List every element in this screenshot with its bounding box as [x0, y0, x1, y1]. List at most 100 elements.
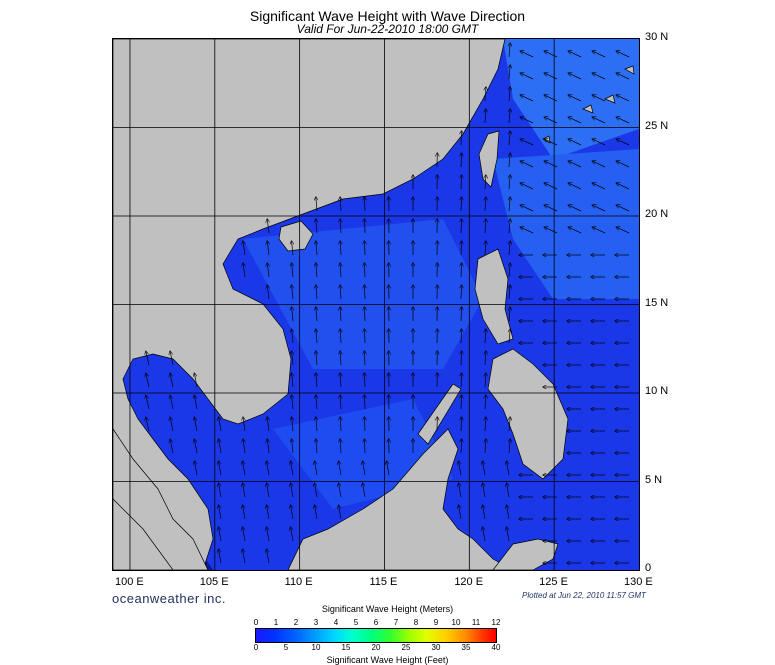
wave-direction-arrow: [483, 505, 486, 520]
wave-direction-arrow: [507, 483, 510, 498]
colorbar-tick-meters: 1: [273, 618, 279, 627]
wave-direction-arrow: [292, 329, 293, 344]
wave-direction-arrow: [568, 117, 582, 124]
wave-direction-arrow: [461, 417, 462, 432]
wave-direction-arrow: [364, 241, 365, 256]
colorbar-tick-feet: 0: [253, 643, 259, 652]
wave-direction-arrow: [291, 505, 294, 520]
wave-direction-arrow: [340, 329, 341, 344]
wave-direction-arrow: [461, 439, 462, 454]
wave-direction-arrow: [509, 417, 510, 432]
wave-direction-arrow: [568, 51, 582, 58]
wave-direction-arrow: [291, 483, 294, 498]
hainan-island: [278, 220, 314, 252]
wave-direction-arrow: [592, 161, 606, 168]
wave-direction-arrow: [364, 219, 365, 234]
wave-direction-arrow: [616, 139, 630, 146]
colorbar-tick-feet: 20: [371, 643, 381, 652]
wave-direction-arrow: [170, 417, 174, 432]
wave-direction-arrow: [291, 527, 294, 542]
wave-direction-arrow: [364, 263, 365, 278]
wave-direction-arrow: [219, 483, 222, 498]
wave-direction-arrow: [146, 373, 150, 388]
wave-direction-arrow: [509, 263, 510, 278]
wave-direction-arrow: [616, 205, 630, 212]
latitude-label: 15 N: [645, 296, 669, 309]
wave-direction-arrow: [267, 527, 270, 542]
wave-direction-arrow: [243, 483, 246, 498]
wave-direction-arrow: [267, 417, 269, 432]
wave-direction-arrow: [509, 87, 510, 102]
wave-direction-arrow: [568, 73, 582, 80]
latitude-label: 10 N: [645, 385, 669, 397]
sea-light-zone-ne: [503, 39, 639, 159]
wave-direction-arrow: [616, 183, 630, 190]
wave-direction-arrow: [316, 263, 317, 278]
wave-direction-arrow: [170, 373, 174, 388]
latitude-label: 20 N: [645, 208, 669, 220]
wave-direction-arrows: [146, 43, 630, 564]
wave-direction-arrow: [316, 351, 317, 366]
wave-direction-arrow: [544, 51, 558, 58]
colorbar-tick-meters: 12: [491, 618, 501, 627]
wave-direction-arrow: [339, 461, 342, 476]
wave-direction-arrow: [364, 351, 365, 366]
wave-direction-arrow: [170, 395, 174, 410]
wave-direction-arrow: [243, 241, 245, 256]
wave-direction-arrow: [194, 417, 198, 432]
colorbar-tick-feet: 5: [283, 643, 289, 652]
wave-direction-arrow: [544, 95, 558, 102]
wave-direction-arrow: [340, 241, 341, 256]
wave-direction-arrow: [568, 161, 582, 168]
wave-direction-arrow: [616, 73, 630, 80]
malay-peninsula: [113, 428, 209, 570]
wave-direction-arrow: [340, 439, 341, 454]
colorbar-tick-meters: 5: [353, 618, 359, 627]
wave-direction-arrow: [292, 417, 293, 432]
wave-direction-arrow: [292, 241, 293, 256]
wave-direction-arrow: [170, 351, 174, 366]
wave-direction-arrow: [340, 417, 341, 432]
wave-direction-arrow: [520, 139, 534, 146]
wave-direction-arrow: [219, 417, 222, 432]
wave-direction-arrow: [243, 505, 246, 520]
wave-direction-arrow: [592, 73, 606, 80]
wave-direction-arrow: [339, 483, 342, 498]
wave-direction-arrow: [340, 285, 341, 300]
wave-direction-arrow: [485, 329, 486, 344]
wave-direction-arrow: [520, 95, 534, 102]
wave-direction-arrow: [485, 373, 486, 388]
wave-direction-arrow: [461, 395, 462, 410]
wave-direction-arrow: [194, 373, 198, 388]
wave-map-canvas: [113, 39, 639, 570]
wave-map[interactable]: [112, 38, 640, 571]
wave-direction-arrow: [339, 505, 342, 520]
wave-direction-arrow: [340, 351, 341, 366]
wave-direction-arrow: [219, 461, 222, 476]
wave-direction-arrow: [316, 395, 317, 410]
wave-direction-arrow: [520, 205, 534, 212]
wave-direction-arrow: [509, 439, 510, 454]
palawan-island: [417, 383, 462, 445]
wave-direction-arrow: [316, 417, 317, 432]
wave-direction-arrow: [461, 219, 462, 234]
colorbar-tick-meters: 3: [313, 618, 319, 627]
wave-direction-arrow: [461, 131, 462, 146]
wave-direction-arrow: [509, 109, 510, 124]
colorbar-tick-feet: 10: [311, 643, 321, 652]
wave-direction-arrow: [194, 395, 198, 410]
wave-direction-arrow: [520, 227, 534, 234]
wave-direction-arrow: [195, 461, 198, 476]
wave-direction-arrow: [520, 51, 534, 58]
wave-direction-arrow: [485, 395, 486, 410]
wave-direction-arrow: [461, 241, 462, 256]
lat-lon-grid: [113, 39, 639, 570]
wave-direction-arrow: [243, 549, 246, 564]
wave-direction-arrow: [459, 505, 462, 520]
sulawesi-island: [492, 538, 559, 570]
colorbar-tick-meters: 8: [413, 618, 419, 627]
longitude-label: 110 E: [284, 576, 313, 588]
wave-direction-arrow: [616, 95, 630, 102]
longitude-label: 120 E: [454, 576, 484, 588]
wave-direction-arrow: [520, 161, 534, 168]
